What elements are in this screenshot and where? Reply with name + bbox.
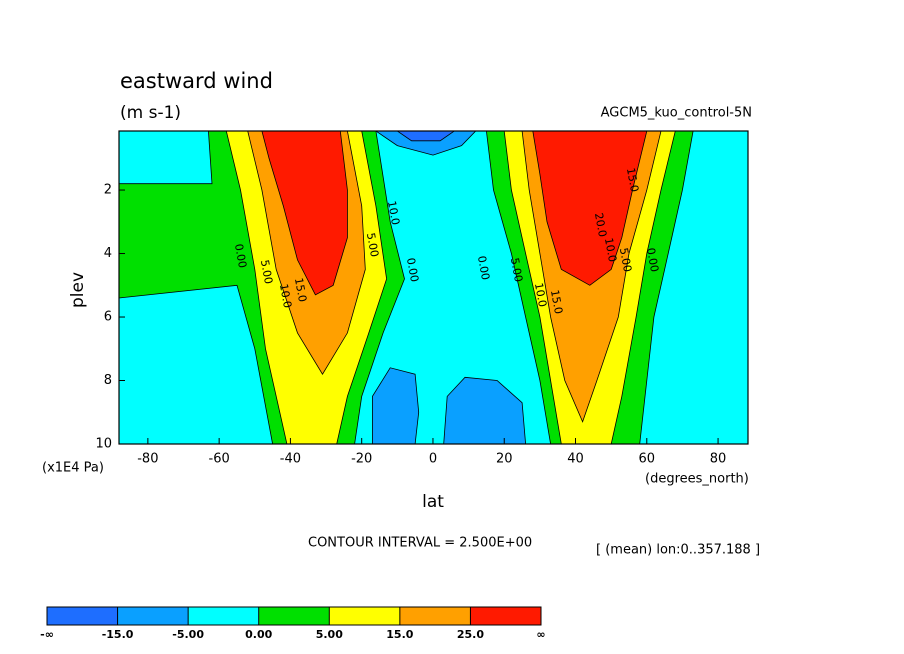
- contour-label: 10.0: [277, 283, 294, 309]
- y-tick-label: 10: [95, 437, 112, 452]
- colorbar-label: 25.0: [457, 628, 484, 641]
- dataset-label: AGCM5_kuo_control-5N: [601, 106, 752, 121]
- colorbar-label: 0.00: [245, 628, 272, 641]
- colorbar-swatch: [117, 607, 189, 625]
- x-units: (degrees_north): [645, 472, 749, 487]
- colorbar-swatch: [258, 607, 330, 625]
- contour-label: 15.0: [624, 167, 641, 193]
- y-tick-label: 2: [104, 183, 112, 198]
- colorbar-label: -15.0: [102, 628, 134, 641]
- footnote: [ (mean) lon:0..357.188 ]: [596, 543, 760, 558]
- contour-label: 5.00: [364, 232, 381, 258]
- contour-region: [532, 131, 648, 286]
- y-tick-label: 4: [104, 246, 112, 261]
- colorbar-swatch: [399, 607, 471, 625]
- y-tick-label: 8: [104, 373, 112, 388]
- y-units: (x1E4 Pa): [42, 461, 104, 476]
- x-tick-label: 60: [639, 452, 656, 467]
- y-axis-label: plev: [68, 272, 88, 308]
- chart-subtitle: (m s-1): [120, 103, 181, 123]
- colorbar-swatch: [188, 607, 259, 625]
- contour-label: 5.00: [258, 259, 275, 285]
- colorbar-label: 15.0: [386, 628, 413, 641]
- contour-label: 10.0: [385, 200, 402, 226]
- x-axis-label: lat: [422, 492, 444, 512]
- plot-frame: [118, 130, 749, 445]
- contour-label: 10.0: [532, 282, 549, 308]
- x-tick-label: -80: [137, 452, 158, 467]
- x-tick-label: 20: [496, 452, 513, 467]
- colorbar-label: -5.00: [172, 628, 204, 641]
- contour-region: [371, 367, 420, 444]
- x-tick-label: -20: [351, 452, 372, 467]
- contour-interval: CONTOUR INTERVAL = 2.500E+00: [308, 536, 532, 551]
- contour-label: 0.00: [232, 243, 249, 269]
- x-tick-label: 40: [567, 452, 584, 467]
- contour-label: 10.0: [602, 237, 619, 263]
- colorbar-label: ∞: [536, 628, 545, 641]
- contour-region: [443, 376, 527, 444]
- contour-label: 15.0: [292, 277, 309, 303]
- contour-label: 0.00: [644, 247, 661, 273]
- colorbar-label: 5.00: [316, 628, 343, 641]
- contour-label: 15.0: [548, 289, 565, 315]
- colorbar-label: -∞: [40, 628, 54, 641]
- x-tick-label: 0: [429, 452, 437, 467]
- x-tick-label: -40: [280, 452, 301, 467]
- contour-label: 20.0: [592, 212, 609, 238]
- plot-area: [119, 131, 748, 444]
- contour-region: [261, 131, 348, 296]
- contour-label: 5.00: [508, 257, 525, 283]
- colorbar-swatch: [47, 607, 118, 625]
- contour-region: [396, 131, 456, 142]
- x-tick-label: 80: [710, 452, 727, 467]
- chart-title: eastward wind: [120, 69, 273, 93]
- x-tick-label: -60: [209, 452, 230, 467]
- y-tick-label: 6: [104, 310, 112, 325]
- contour-label: 0.00: [404, 257, 421, 283]
- contour-label: 5.00: [617, 247, 634, 273]
- contour-region: [375, 131, 477, 156]
- contour-label: 0.00: [475, 255, 492, 281]
- colorbar-swatch: [329, 607, 400, 625]
- colorbar-swatch: [470, 607, 541, 625]
